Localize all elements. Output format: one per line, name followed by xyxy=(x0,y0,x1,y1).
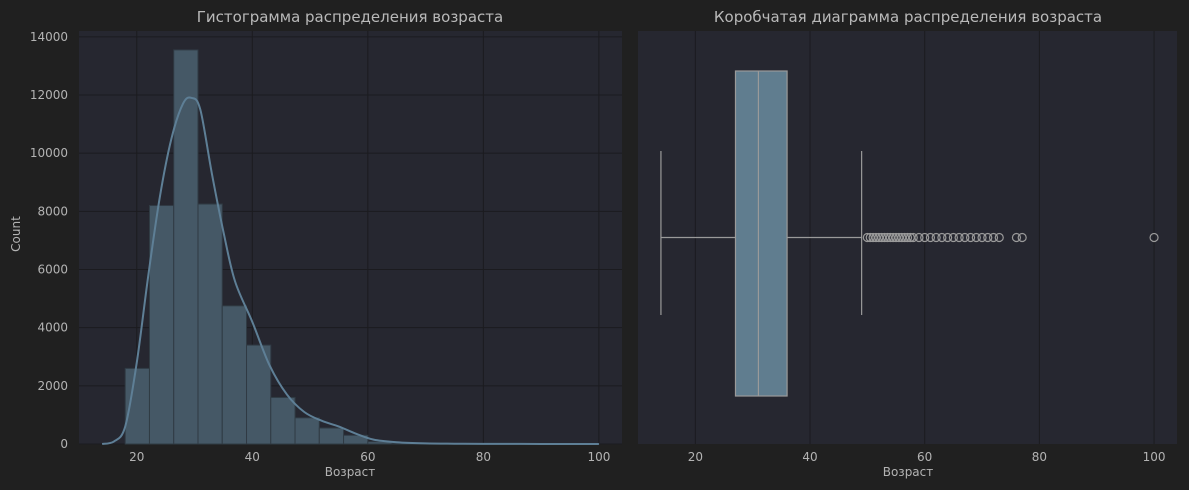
kde-curve xyxy=(101,96,599,445)
y-tick-label: 4000 xyxy=(37,321,68,335)
outlier-point xyxy=(925,232,936,243)
histogram-bar xyxy=(246,344,272,445)
histogram-bar xyxy=(270,396,296,445)
y-tick-label: 8000 xyxy=(37,204,68,218)
outlier-point xyxy=(885,232,895,243)
histogram-y-ticks: 0 2000 4000 6000 8000 10000 12000 14000 xyxy=(30,30,68,451)
histogram-bar xyxy=(221,305,248,445)
outlier-point xyxy=(897,232,907,243)
y-tick-label: 10000 xyxy=(30,146,68,160)
outlier-point xyxy=(900,232,910,243)
outlier-point xyxy=(914,232,924,243)
histogram-bar xyxy=(173,49,199,445)
histogram-bar xyxy=(318,427,345,445)
histogram-bar xyxy=(294,417,320,445)
outlier-point xyxy=(894,232,904,243)
outlier-point xyxy=(902,232,913,243)
outlier-point xyxy=(871,232,881,243)
y-tick-label: 0 xyxy=(60,437,68,451)
histogram-bar xyxy=(343,434,369,445)
histogram-y-axis-label: Count xyxy=(9,216,23,252)
histogram-x-axis-label: Возраст xyxy=(325,465,376,479)
boxplot-x-ticks: 20 40 60 80 100 xyxy=(688,450,1166,464)
outlier-point xyxy=(874,232,884,243)
boxplot-elements xyxy=(660,70,863,397)
outlier-point xyxy=(877,232,887,243)
outlier-point xyxy=(954,232,964,243)
outlier-point xyxy=(960,232,970,243)
x-tick-label: 20 xyxy=(688,450,703,464)
outlier-point xyxy=(908,232,918,243)
outlier-point xyxy=(868,232,878,243)
interquartile-box xyxy=(734,70,788,397)
outlier-point xyxy=(937,232,947,243)
x-tick-label: 60 xyxy=(360,450,375,464)
boxplot-outliers xyxy=(862,232,1159,243)
x-tick-label: 20 xyxy=(129,450,144,464)
outlier-point xyxy=(920,232,930,243)
histogram-bars xyxy=(124,49,600,445)
boxplot-title: Коробчатая диаграмма распределения возра… xyxy=(714,8,1102,26)
outlier-point xyxy=(1011,232,1022,243)
outlier-point xyxy=(888,232,898,243)
outlier-point xyxy=(977,232,987,243)
x-tick-label: 60 xyxy=(917,450,932,464)
outlier-point xyxy=(879,232,890,243)
histogram-bar xyxy=(197,203,223,445)
x-tick-label: 80 xyxy=(476,450,491,464)
outlier-point xyxy=(862,232,872,243)
y-tick-label: 14000 xyxy=(30,30,68,44)
outlier-point xyxy=(983,232,993,243)
outlier-point xyxy=(865,232,875,243)
y-tick-label: 12000 xyxy=(30,88,68,102)
outlier-point xyxy=(931,232,941,243)
boxplot-x-axis-label: Возраст xyxy=(883,465,934,479)
outlier-point xyxy=(1149,232,1159,243)
y-tick-label: 2000 xyxy=(37,379,68,393)
outlier-point xyxy=(965,232,976,243)
outlier-point xyxy=(988,232,999,243)
x-tick-label: 100 xyxy=(587,450,610,464)
histogram-x-ticks: 20 40 60 80 100 xyxy=(129,450,610,464)
x-tick-label: 40 xyxy=(245,450,260,464)
outlier-point xyxy=(943,232,953,243)
outlier-point xyxy=(971,232,981,243)
boxplot-panel: 20 40 60 80 100 Коробчатая диаграмма распред… xyxy=(638,8,1177,479)
outlier-point xyxy=(948,232,958,243)
outlier-point xyxy=(891,232,901,243)
histogram-title: Гистограмма распределения возраста xyxy=(197,8,503,26)
boxplot-grid xyxy=(694,31,1155,444)
histogram-panel: 20 40 60 80 100 0 2000 4000 6000 8000 10000 12000 1… xyxy=(9,8,622,479)
x-tick-label: 40 xyxy=(802,450,817,464)
outlier-point xyxy=(882,232,893,243)
outlier-point xyxy=(994,232,1004,243)
x-tick-label: 80 xyxy=(1032,450,1047,464)
outlier-point xyxy=(905,232,915,243)
outlier-point xyxy=(1017,232,1027,243)
x-tick-label: 100 xyxy=(1143,450,1166,464)
y-tick-label: 6000 xyxy=(37,262,68,276)
